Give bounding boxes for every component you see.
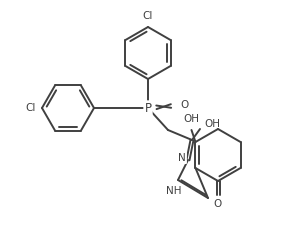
Text: O: O xyxy=(180,100,188,110)
Text: O: O xyxy=(214,199,222,209)
Text: OH: OH xyxy=(183,114,200,124)
Text: P: P xyxy=(145,102,151,114)
Text: Cl: Cl xyxy=(143,11,153,21)
Text: NH: NH xyxy=(166,186,182,196)
Text: N: N xyxy=(178,153,186,163)
Text: Cl: Cl xyxy=(26,103,36,113)
Text: OH: OH xyxy=(204,119,220,129)
